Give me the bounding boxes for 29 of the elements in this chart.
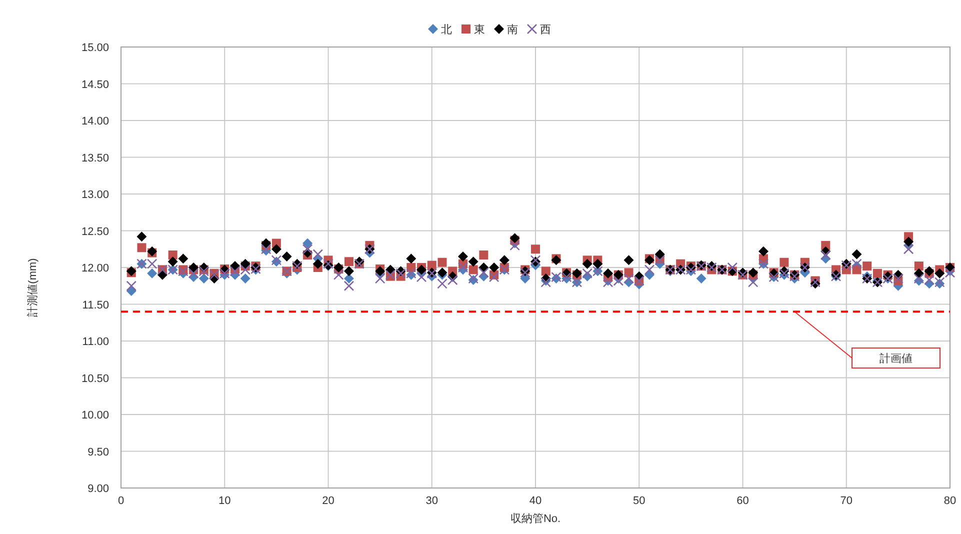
x-tick-label: 60: [736, 495, 749, 507]
y-tick-label: 11.00: [82, 336, 109, 348]
y-axis-title: 計測値(mm): [26, 258, 39, 317]
legend-label: 東: [474, 23, 485, 36]
x-tick-label: 20: [322, 495, 334, 507]
y-tick-label: 10.00: [81, 410, 109, 422]
legend-label: 北: [441, 23, 452, 36]
y-tick-label: 13.50: [81, 152, 109, 164]
y-tick-label: 12.50: [81, 226, 109, 238]
legend-label: 西: [540, 24, 551, 36]
legend-label: 南: [507, 23, 518, 36]
y-tick-label: 13.00: [81, 189, 109, 201]
x-tick-label: 70: [840, 495, 852, 507]
y-tick-label: 14.50: [81, 78, 109, 91]
y-tick-label: 15.00: [81, 42, 109, 54]
x-tick-label: 40: [529, 495, 542, 507]
y-tick-label: 14.00: [81, 116, 109, 128]
annotation: 計画値: [880, 352, 912, 365]
y-tick-label: 12.00: [81, 262, 109, 274]
y-tick-label: 9.50: [88, 446, 109, 458]
x-tick-label: 50: [633, 495, 646, 507]
x-tick-label: 30: [426, 495, 438, 507]
y-tick-label: 11.50: [82, 299, 109, 312]
y-tick-label: 10.50: [81, 372, 109, 385]
y-tick-label: 9.00: [88, 483, 109, 495]
x-tick-label: 80: [944, 495, 956, 507]
x-tick-label: 0: [118, 495, 124, 507]
x-axis-title: 収納管No.: [510, 512, 561, 525]
x-tick-label: 10: [218, 495, 231, 507]
